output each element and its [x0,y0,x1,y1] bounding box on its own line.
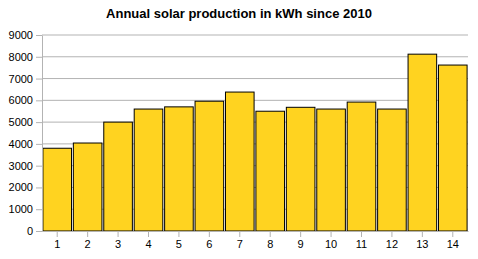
y-tick-mark [36,79,42,80]
x-tick-label: 4 [145,238,151,250]
x-tick-mark [270,231,271,237]
y-tick-label: 0 [27,225,33,237]
x-tick: 4 [145,231,151,250]
y-tick: 6000 [9,94,42,106]
y-tick: 1000 [9,203,42,215]
y-tick: 9000 [9,29,42,41]
x-tick-mark [361,231,362,237]
y-tick-mark [36,144,42,145]
x-tick-mark [422,231,423,237]
x-tick-label: 1 [54,238,60,250]
y-axis-line [42,36,43,232]
x-tick-label: 9 [298,238,304,250]
x-tick-label: 12 [386,238,398,250]
bar [286,107,315,231]
x-tick-mark [331,231,332,237]
bar [225,92,254,231]
x-tick-label: 2 [85,238,91,250]
bar [134,109,163,231]
x-tick: 6 [206,231,212,250]
bar [438,65,467,231]
chart: Annual solar production in kWh since 201… [0,0,478,259]
y-tick-label: 5000 [9,116,33,128]
y-axis: 0 1000 2000 3000 4000 5000 6000 7000 8000 9000 [9,29,43,237]
y-tick-label: 8000 [9,51,33,63]
grid [42,35,468,231]
y-tick-mark [36,209,42,210]
x-tick-mark [391,231,392,237]
x-tick-label: 14 [447,238,459,250]
y-tick-label: 9000 [9,29,33,41]
bar [104,122,133,231]
y-tick: 4000 [9,138,42,150]
y-tick: 7000 [9,73,42,85]
y-tick-mark [36,187,42,188]
x-tick: 10 [325,231,337,250]
x-tick: 3 [115,231,121,250]
x-tick-label: 10 [325,238,337,250]
bar [256,111,285,231]
y-tick-mark [36,166,42,167]
x-tick-label: 13 [416,238,428,250]
y-tick-label: 7000 [9,73,33,85]
bar [195,101,224,231]
bar [165,107,194,231]
bar [378,109,407,231]
title: Annual solar production in kWh since 201… [106,6,372,21]
x-axis: 1234567891011121314 [43,231,469,250]
y-tick: 0 [27,225,42,237]
y-tick-label: 3000 [9,160,33,172]
y-tick: 8000 [9,51,42,63]
y-tick-mark [36,122,42,123]
y-tick: 5000 [9,116,42,128]
grid-line [42,35,468,36]
x-tick: 9 [298,231,304,250]
y-tick: 3000 [9,160,42,172]
bar [317,109,346,231]
y-tick-mark [36,57,42,58]
x-tick-label: 6 [206,238,212,250]
x-tick-label: 3 [115,238,121,250]
x-tick: 13 [416,231,428,250]
y-tick-label: 1000 [9,203,33,215]
bar [347,102,376,231]
x-axis-line [43,231,469,232]
x-tick: 7 [237,231,243,250]
x-tick-mark [209,231,210,237]
grid-line [42,100,468,101]
bar [73,143,102,231]
x-tick-label: 5 [176,238,182,250]
x-tick-label: 8 [267,238,273,250]
x-tick-mark [87,231,88,237]
x-tick-label: 7 [237,238,243,250]
x-tick-mark [148,231,149,237]
bar [43,148,72,231]
x-tick-mark [178,231,179,237]
x-tick: 1 [54,231,60,250]
plot: 0100020003000400050006000700080009000123… [9,29,469,250]
grid-line [42,78,468,79]
x-tick-mark [118,231,119,237]
x-tick-mark [300,231,301,237]
x-tick-label: 11 [356,238,367,250]
x-tick: 8 [267,231,273,250]
y-tick-label: 4000 [9,138,33,150]
grid-line [42,56,468,57]
bars [43,54,467,231]
bar [408,54,437,231]
y-tick-mark [36,35,42,36]
y-tick-label: 6000 [9,94,33,106]
y-tick-mark [36,231,42,232]
y-tick-label: 2000 [9,181,33,193]
y-tick-mark [36,100,42,101]
x-tick: 14 [447,231,459,250]
x-tick: 11 [356,231,367,250]
x-tick: 5 [176,231,182,250]
x-tick: 2 [85,231,91,250]
x-tick-mark [452,231,453,237]
y-tick: 2000 [9,181,42,193]
x-tick-mark [239,231,240,237]
x-tick-mark [57,231,58,237]
x-tick: 12 [386,231,398,250]
